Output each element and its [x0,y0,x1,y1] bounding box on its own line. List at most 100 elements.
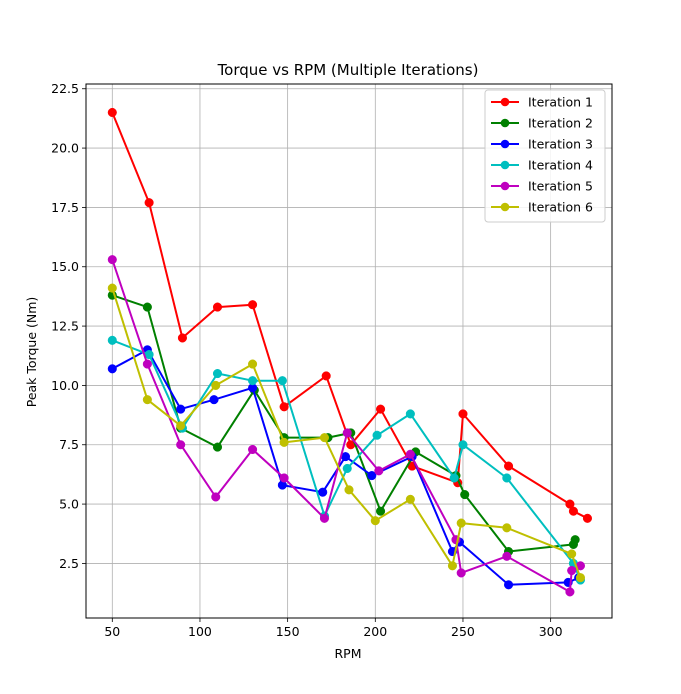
legend-marker [500,181,510,191]
data-point [277,376,287,386]
data-point [319,513,330,523]
y-tick-label: 5.0 [59,497,79,512]
data-point [279,402,289,412]
data-point [212,302,223,312]
series-line [111,259,581,593]
data-point [107,364,117,374]
x-tick-label: 300 [539,624,563,639]
chart-title: Torque vs RPM (Multiple Iterations) [217,61,479,79]
data-point [565,587,575,597]
x-tick-label: 150 [276,624,300,639]
x-tick-label: 250 [451,624,475,639]
data-point [568,506,578,516]
legend-label: Iteration 5 [528,179,593,194]
y-tick-label: 12.5 [51,319,79,334]
legend-marker [500,118,510,128]
data-point [176,421,186,431]
x-axis: 50 100 150 200 250 300 [104,618,563,639]
plot-frame [85,83,613,619]
data-point [107,107,117,118]
data-point [374,466,384,476]
data-point [405,494,415,504]
legend-item: Iteration 1 [491,95,593,110]
data-point [212,368,223,379]
y-tick-label: 20.0 [51,141,79,156]
data-point [376,506,386,516]
legend-item: Iteration 4 [491,158,593,173]
data-point [372,430,382,440]
data-point [107,283,117,293]
data-point [344,485,354,495]
data-point [502,551,512,561]
data-point [212,442,223,452]
data-point [144,198,154,208]
data-point [176,404,186,414]
data-point [567,549,577,559]
data-point [567,565,577,576]
y-tick-label: 22.5 [51,81,79,96]
data-point [458,440,468,450]
x-tick-label: 100 [188,624,212,639]
data-point [211,492,221,502]
data-point [107,335,117,345]
data-point [177,333,187,343]
data-point [456,518,466,528]
data-point [321,371,331,381]
series-layer [107,107,593,597]
data-point [107,255,117,265]
y-axis: 2.5 5.0 7.5 10.0 12.5 15.0 17.5 20.0 22.5 [51,81,86,571]
y-axis-label: Peak Torque (Nm) [24,297,39,408]
data-point [504,461,514,471]
data-point [460,490,470,500]
data-point [176,440,186,450]
legend-item: Iteration 5 [491,179,593,194]
data-point [502,473,512,483]
data-point [142,302,152,312]
legend-marker [500,202,510,212]
y-tick-label: 2.5 [59,556,79,571]
y-tick-label: 7.5 [59,437,79,452]
data-point [142,395,152,405]
data-point [342,463,352,474]
data-point [367,471,377,481]
data-point [142,359,152,369]
data-point [582,513,593,523]
data-point [319,433,330,443]
grid [86,84,612,618]
legend-marker [500,160,510,170]
data-point [575,573,585,583]
legend-label: Iteration 6 [528,200,593,215]
series-6 [107,283,585,583]
legend-marker [500,139,510,149]
data-point [447,561,457,571]
x-tick-label: 200 [363,624,387,639]
legend-label: Iteration 2 [528,116,593,131]
y-tick-label: 17.5 [51,200,79,215]
legend-item: Iteration 6 [491,200,593,215]
data-point [458,409,468,419]
data-point [211,380,221,390]
data-point [456,568,466,578]
data-point [279,437,289,447]
legend-item: Iteration 2 [491,116,593,131]
x-tick-label: 50 [104,624,120,639]
legend-label: Iteration 3 [528,137,593,152]
data-point [405,409,415,419]
data-point [209,395,219,405]
legend-marker [500,97,510,107]
legend-label: Iteration 1 [528,95,593,110]
data-point [370,516,380,526]
data-point [248,444,258,455]
series-5 [107,255,585,597]
data-point [342,428,352,438]
data-point [570,535,580,545]
data-point [449,473,459,483]
legend-item: Iteration 3 [491,137,593,152]
data-point [248,300,258,310]
data-point [279,473,289,483]
legend-label: Iteration 4 [528,158,593,173]
data-point [502,523,512,533]
data-point [248,359,258,369]
legend: Iteration 1 Iteration 2 Iteration 3 Iterati… [484,89,606,223]
